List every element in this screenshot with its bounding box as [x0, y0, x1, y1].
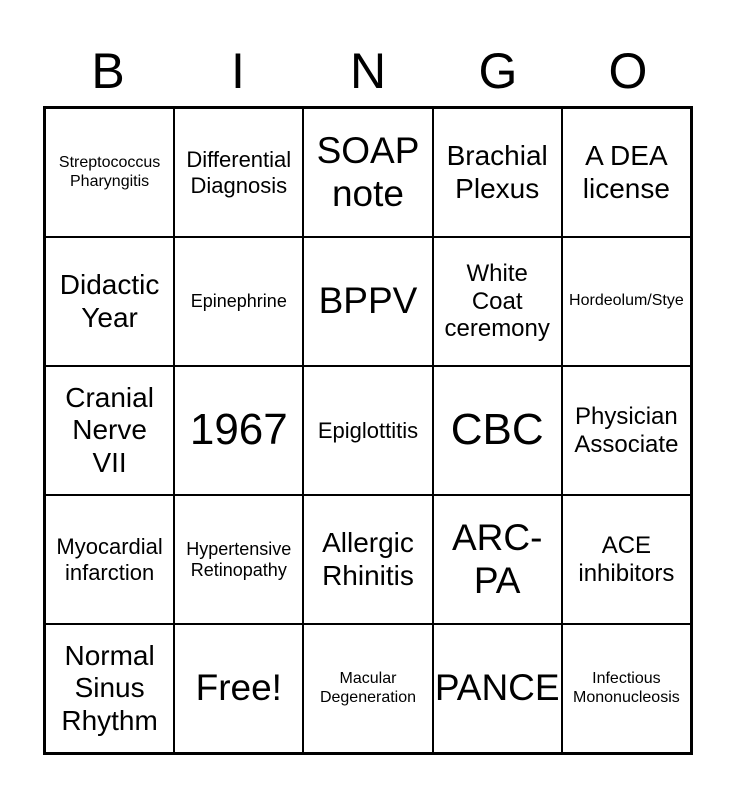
bingo-letter-n: N — [349, 43, 387, 99]
bingo-cell[interactable]: 1967 — [174, 366, 304, 495]
bingo-cell[interactable]: Physician Associate — [561, 366, 691, 495]
bingo-grid: Streptococcus Pharyngitis Differential D… — [43, 106, 693, 755]
bingo-cell[interactable]: PANCE — [432, 624, 562, 753]
bingo-cell[interactable]: Didactic Year — [45, 237, 175, 366]
bingo-cell[interactable]: Hordeolum/Stye — [561, 237, 691, 366]
bingo-header: B I N G O — [43, 38, 693, 104]
bingo-cell[interactable]: Infectious Mononucleosis — [561, 624, 691, 753]
bingo-cell[interactable]: Allergic Rhinitis — [303, 495, 433, 624]
bingo-cell[interactable]: Myocardial infarction — [45, 495, 175, 624]
bingo-cell[interactable]: Epinephrine — [174, 237, 304, 366]
bingo-cell[interactable]: CBC — [432, 366, 562, 495]
bingo-cell[interactable]: Streptococcus Pharyngitis — [45, 108, 175, 237]
bingo-letter-g: G — [478, 43, 518, 99]
bingo-cell[interactable]: Normal Sinus Rhythm — [45, 624, 175, 753]
bingo-letter-b: B — [91, 43, 125, 99]
bingo-cell[interactable]: Differential Diagnosis — [174, 108, 304, 237]
bingo-cell[interactable]: Hypertensive Retinopathy — [174, 495, 304, 624]
bingo-card: B I N G O Streptococcus Pharyngitis Diff… — [43, 38, 693, 755]
bingo-cell-free[interactable]: Free! — [174, 624, 304, 753]
bingo-cell[interactable]: Macular Degeneration — [303, 624, 433, 753]
bingo-cell[interactable]: Epiglottitis — [303, 366, 433, 495]
bingo-cell[interactable]: BPPV — [303, 237, 433, 366]
bingo-cell[interactable]: SOAP note — [303, 108, 433, 237]
bingo-cell[interactable]: ARC- PA — [432, 495, 562, 624]
bingo-cell[interactable]: White Coat ceremony — [432, 237, 562, 366]
bingo-cell[interactable]: Brachial Plexus — [432, 108, 562, 237]
bingo-cell[interactable]: Cranial Nerve VII — [45, 366, 175, 495]
bingo-letter-o: O — [608, 43, 648, 99]
bingo-cell[interactable]: A DEA license — [561, 108, 691, 237]
bingo-letter-i: I — [231, 43, 245, 99]
bingo-cell[interactable]: ACE inhibitors — [561, 495, 691, 624]
